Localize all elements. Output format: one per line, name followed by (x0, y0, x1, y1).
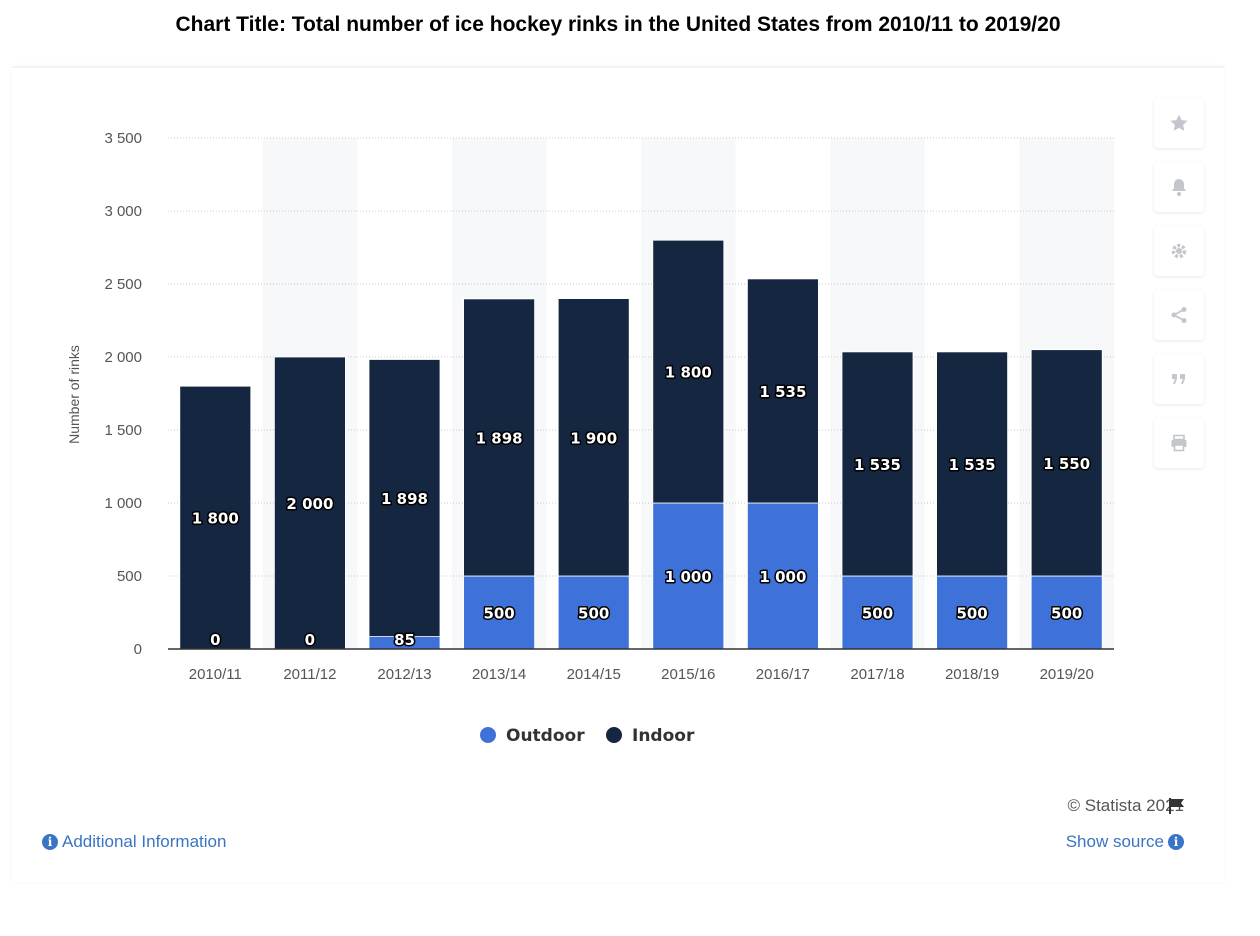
data-label-outdoor: 500 (483, 605, 514, 623)
y-tick-label: 2 500 (104, 276, 142, 293)
data-label-outdoor: 1 000 (759, 568, 806, 586)
data-label-outdoor: 500 (1051, 605, 1082, 623)
bar-indoor (747, 278, 819, 504)
notification-button[interactable] (1154, 162, 1204, 212)
show-source-label: Show source (1065, 832, 1164, 851)
chart-card: 0 500 1 000 1 500 2 000 2 500 3 000 3 500 Number… (12, 66, 1224, 882)
bar-indoor (368, 359, 441, 637)
y-axis-label: Number of rinks (66, 345, 82, 444)
bar-outdoor (652, 502, 725, 650)
bar-outdoor (1030, 575, 1103, 650)
data-label-indoor: 1 535 (949, 456, 996, 474)
bar-outdoor (841, 575, 914, 650)
x-tick-label: 2019/20 (1040, 666, 1094, 683)
data-label-outdoor: 500 (578, 605, 609, 623)
print-icon (1171, 434, 1187, 452)
bar-indoor (936, 351, 1008, 577)
show-source-link[interactable]: Show source i (1066, 832, 1184, 852)
y-tick-label: 3 500 (104, 130, 142, 147)
settings-button[interactable] (1154, 226, 1204, 276)
copyright-text: © Statista 2021 (1067, 796, 1185, 815)
x-tick-label: 2014/15 (567, 666, 621, 683)
data-label-indoor: 1 535 (854, 456, 901, 474)
y-tick-label: 0 (134, 641, 142, 658)
bar-indoor (463, 298, 536, 577)
bar-indoor (557, 298, 630, 577)
info-icon: i (1168, 834, 1184, 850)
legend-marker-indoor (606, 727, 622, 743)
data-label-outdoor: 1 000 (665, 568, 712, 586)
legend-label-indoor: Indoor (632, 726, 695, 746)
bar-indoor (273, 356, 346, 650)
star-icon (1170, 114, 1188, 131)
data-label-indoor: 1 535 (759, 383, 806, 401)
data-label-indoor: 2 000 (286, 495, 333, 513)
print-button[interactable] (1154, 418, 1204, 468)
info-icon: i (42, 834, 58, 850)
page-title: Chart Title: Total number of ice hockey … (175, 13, 1061, 36)
data-label-outdoor: 0 (305, 631, 315, 649)
bar-indoor (652, 239, 725, 504)
y-tick-label: 500 (117, 568, 142, 585)
data-label-outdoor: 0 (210, 631, 220, 649)
data-label-indoor: 1 550 (1043, 455, 1090, 473)
y-tick-label: 1 500 (104, 422, 142, 439)
bar-outdoor (747, 502, 819, 650)
x-tick-label: 2018/19 (945, 666, 999, 683)
y-tick-label: 3 000 (104, 203, 142, 220)
x-tick-label: 2017/18 (850, 666, 904, 683)
legend-label-outdoor: Outdoor (506, 726, 585, 746)
x-tick-label: 2010/11 (189, 666, 242, 683)
gear-icon (1171, 243, 1187, 259)
data-label-outdoor: 500 (862, 605, 893, 623)
quote-icon (1172, 374, 1185, 384)
bar-outdoor (936, 575, 1008, 650)
data-label-indoor: 1 898 (476, 429, 523, 447)
x-tick-label: 2015/16 (661, 666, 715, 683)
data-label-indoor: 1 898 (381, 490, 428, 508)
x-tick-label: 2013/14 (472, 666, 526, 683)
legend-marker-outdoor (480, 727, 496, 743)
bar-indoor (179, 385, 252, 650)
cite-button[interactable] (1154, 354, 1204, 404)
bell-icon (1172, 179, 1186, 196)
x-tick-label: 2011/12 (283, 666, 336, 683)
bar-outdoor (557, 575, 630, 650)
additional-information-label: Additional Information (62, 832, 227, 851)
y-tick-label: 1 000 (104, 495, 142, 512)
data-label-outdoor: 85 (394, 631, 415, 649)
x-tick-label: 2016/17 (756, 666, 810, 683)
data-label-indoor: 1 900 (570, 429, 617, 447)
chart: 0 500 1 000 1 500 2 000 2 500 3 000 3 500 Number… (66, 130, 1114, 746)
flag-icon[interactable] (1168, 798, 1186, 814)
y-tick-label: 2 000 (104, 349, 142, 366)
data-label-outdoor: 500 (956, 605, 987, 623)
bar-indoor (1030, 349, 1103, 577)
bar-indoor (841, 351, 914, 577)
favorite-button[interactable] (1154, 98, 1204, 148)
additional-information-link[interactable]: i Additional Information (42, 832, 226, 852)
x-tick-label: 2012/13 (377, 666, 431, 683)
data-label-indoor: 1 800 (192, 510, 239, 528)
data-label-indoor: 1 800 (665, 364, 712, 382)
bar-outdoor (463, 575, 536, 650)
share-button[interactable] (1154, 290, 1204, 340)
share-icon (1171, 307, 1187, 323)
